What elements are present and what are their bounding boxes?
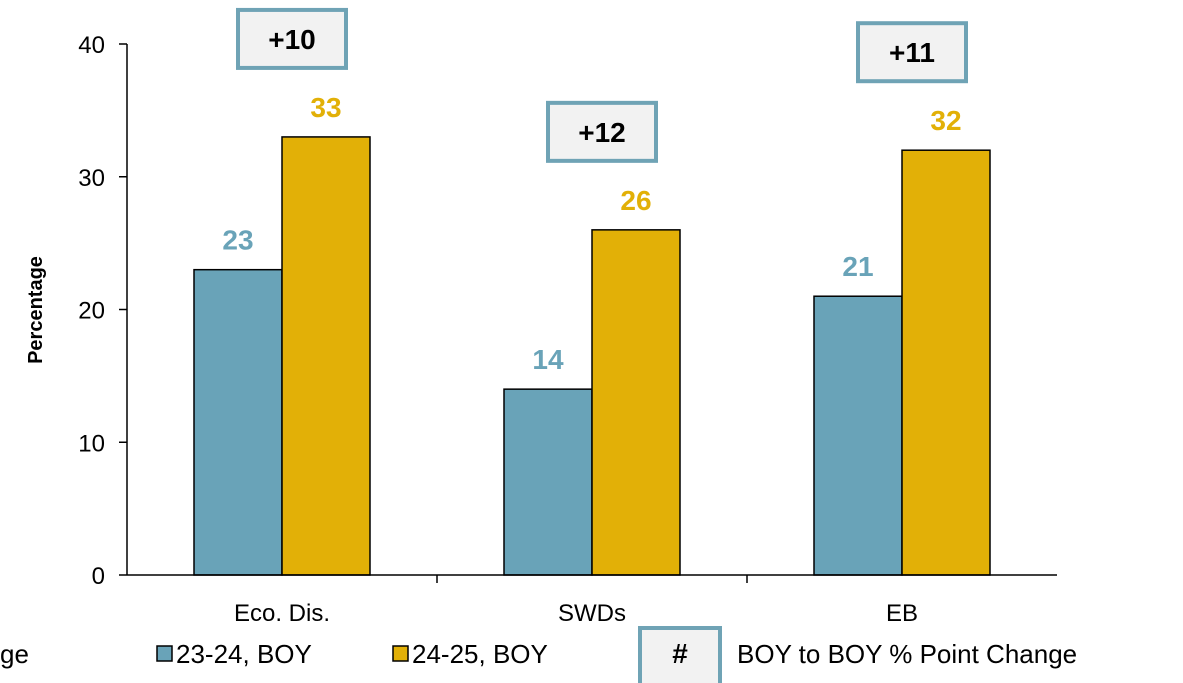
change-box: [236, 7, 348, 70]
change-box: [856, 21, 968, 84]
change-label: +10: [268, 24, 316, 55]
legend-change-box: [638, 626, 722, 683]
y-axis-title: Percentage: [25, 256, 47, 364]
data-label: 33: [310, 92, 341, 123]
legend-cut-text: ge: [0, 639, 29, 669]
change-label: +12: [578, 117, 626, 148]
bar: [591, 229, 681, 576]
data-label: 23: [222, 225, 253, 256]
y-tick-label: 0: [92, 563, 105, 590]
data-label: 21: [842, 251, 873, 282]
bars: [193, 136, 991, 576]
bar: [813, 295, 903, 576]
data-labels: 23 33 14 26 21 32: [222, 92, 961, 375]
change-boxes: +10 +12 +11: [236, 7, 968, 163]
x-axis: Eco. Dis. SWDs EB: [127, 574, 1057, 627]
bar: [901, 149, 991, 576]
data-label: 26: [620, 185, 651, 216]
data-label: 32: [930, 105, 961, 136]
change-label: +11: [889, 37, 935, 68]
legend-swatch: [392, 645, 409, 662]
legend: ge 23-24, BOY 24-25, BOY # BOY to BOY % Poin…: [0, 626, 1077, 683]
x-tick-label: EB: [886, 600, 918, 627]
legend-change-marker: #: [672, 638, 688, 669]
change-box: [546, 100, 658, 163]
bar: [193, 268, 283, 576]
legend-item-label: 24-25, BOY: [412, 639, 548, 669]
y-tick-label: 10: [78, 430, 105, 457]
x-tick-label: Eco. Dis.: [234, 600, 330, 627]
legend-item-label: 23-24, BOY: [176, 639, 312, 669]
bar: [503, 388, 593, 576]
y-tick-label: 20: [78, 298, 105, 325]
legend-change-label: BOY to BOY % Point Change: [737, 639, 1077, 669]
data-label: 14: [532, 344, 564, 375]
y-tick-label: 40: [78, 32, 105, 59]
y-tick-label: 30: [78, 165, 105, 192]
x-tick-label: SWDs: [558, 600, 626, 627]
legend-swatch: [156, 645, 173, 662]
bar: [281, 136, 371, 576]
y-axis: 0 10 20 30 40: [78, 32, 128, 590]
